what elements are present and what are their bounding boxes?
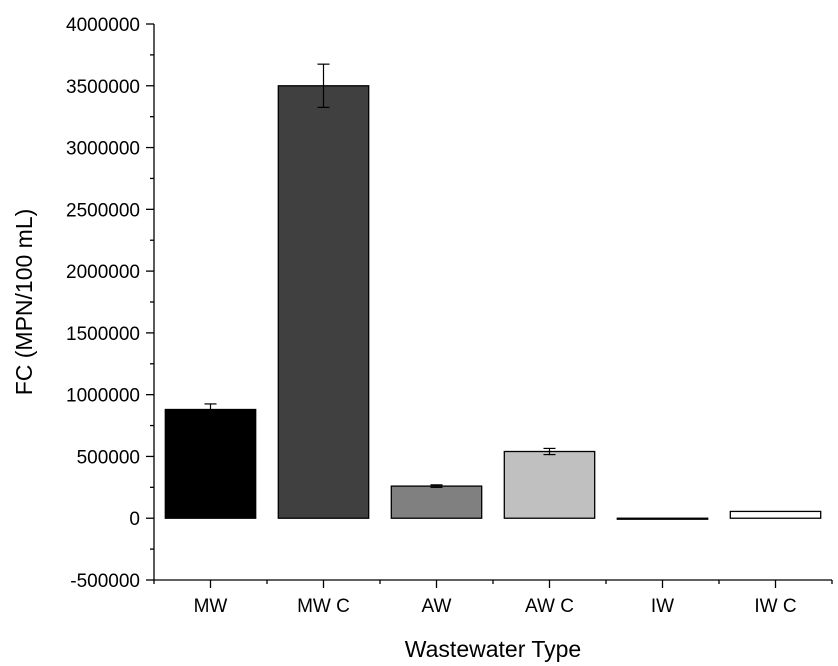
x-tick-label: MW (194, 596, 228, 617)
y-tick-label: 0 (129, 509, 140, 530)
y-axis-title: FC (MPN/100 mL) (11, 209, 37, 396)
bar (390, 485, 483, 519)
x-axis-ticks: MW MW C AW AW C IW IW C (153, 580, 833, 617)
y-tick-label: 1000000 (66, 386, 140, 407)
y-tick-label: -500000 (70, 571, 140, 592)
error-bars (204, 63, 556, 488)
bar (164, 408, 257, 519)
x-tick-label: AW C (525, 596, 574, 617)
y-tick-label: 3000000 (66, 139, 140, 160)
y-tick-label: 500000 (77, 447, 140, 468)
bar (616, 517, 709, 520)
bar (729, 510, 822, 519)
y-tick-label: 2000000 (66, 262, 140, 283)
y-tick-label: 4000000 (66, 15, 140, 36)
bar (503, 450, 596, 519)
y-tick-label: 2500000 (66, 200, 140, 221)
bar (277, 85, 370, 519)
x-axis-title: Wastewater Type (405, 636, 581, 662)
y-tick-label: 3500000 (66, 77, 140, 98)
bars (164, 85, 822, 520)
y-tick-label: 1500000 (66, 324, 140, 345)
x-tick-label: MW C (297, 596, 350, 617)
x-tick-label: AW (422, 596, 452, 617)
x-tick-label: IW (651, 596, 674, 617)
x-tick-label: IW C (754, 596, 796, 617)
y-axis-ticks: -500000 0 500000 1000000 1500000 2000000 25000… (66, 15, 154, 592)
